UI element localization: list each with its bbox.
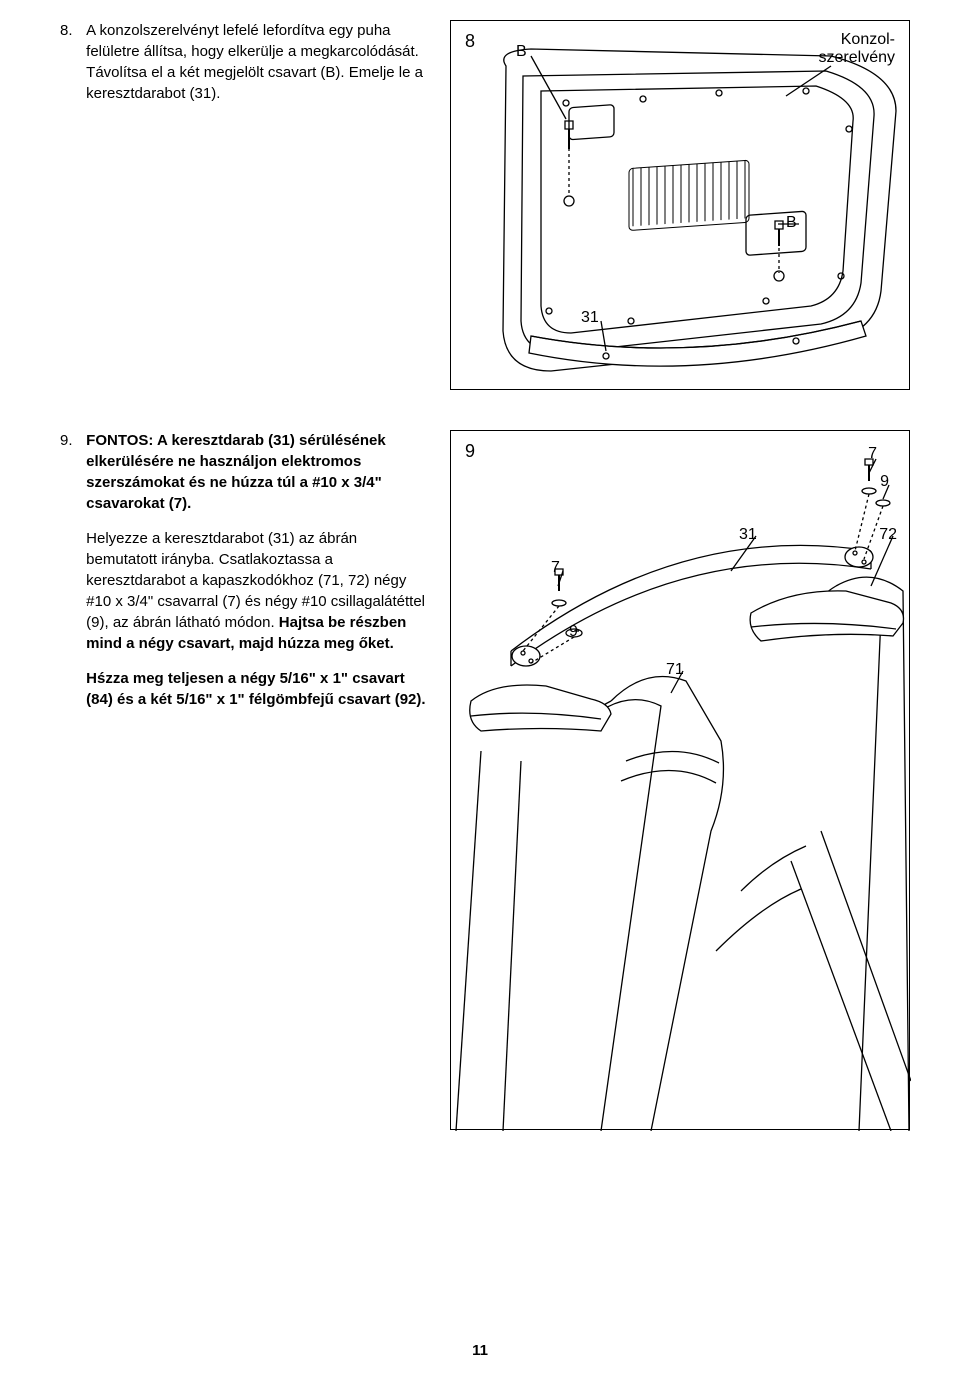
step9-number: 9. — [60, 430, 82, 451]
figure-8: 8 B Konzol- szerelvény B 31 — [450, 20, 910, 390]
fig9-drawing — [451, 431, 911, 1131]
step8-body: A konzolszerelvényt lefelé lefordítva eg… — [86, 20, 426, 104]
fig8-label-konzol: Konzol- szerelvény — [819, 31, 895, 67]
step9-p3: Hśzza meg teljesen a négy 5/16" x 1" csa… — [86, 668, 426, 710]
fig9-label-9-left: 9 — [569, 623, 578, 641]
fig9-number: 9 — [465, 441, 475, 462]
fig9-label-9-right: 9 — [880, 473, 889, 491]
fig8-drawing — [451, 21, 911, 391]
fig9-label-71: 71 — [666, 661, 684, 679]
step9-text: 9. FONTOS: A keresztdarab (31) sérülésén… — [60, 430, 430, 724]
step8-text: 8. A konzolszerelvényt lefelé lefordítva… — [60, 20, 430, 118]
fig8-number: 8 — [465, 31, 475, 52]
fig9-label-72: 72 — [879, 526, 897, 544]
step8-number: 8. — [60, 20, 82, 41]
fig8-label-B2: B — [786, 214, 797, 232]
fig9-label-7-right: 7 — [868, 445, 877, 463]
step9-p1: FONTOS: A keresztdarab (31) sérülésének … — [86, 430, 426, 514]
figure-9: 9 7 7 9 9 31 71 72 — [450, 430, 910, 1130]
fig9-label-31: 31 — [739, 526, 757, 544]
page-number: 11 — [0, 1342, 960, 1359]
fig8-label-31: 31 — [581, 309, 599, 327]
step9-p2: Helyezze a keresztdarabot (31) az ábrán … — [86, 528, 426, 654]
fig8-label-B1: B — [516, 43, 527, 61]
fig9-label-7-left: 7 — [551, 559, 560, 577]
